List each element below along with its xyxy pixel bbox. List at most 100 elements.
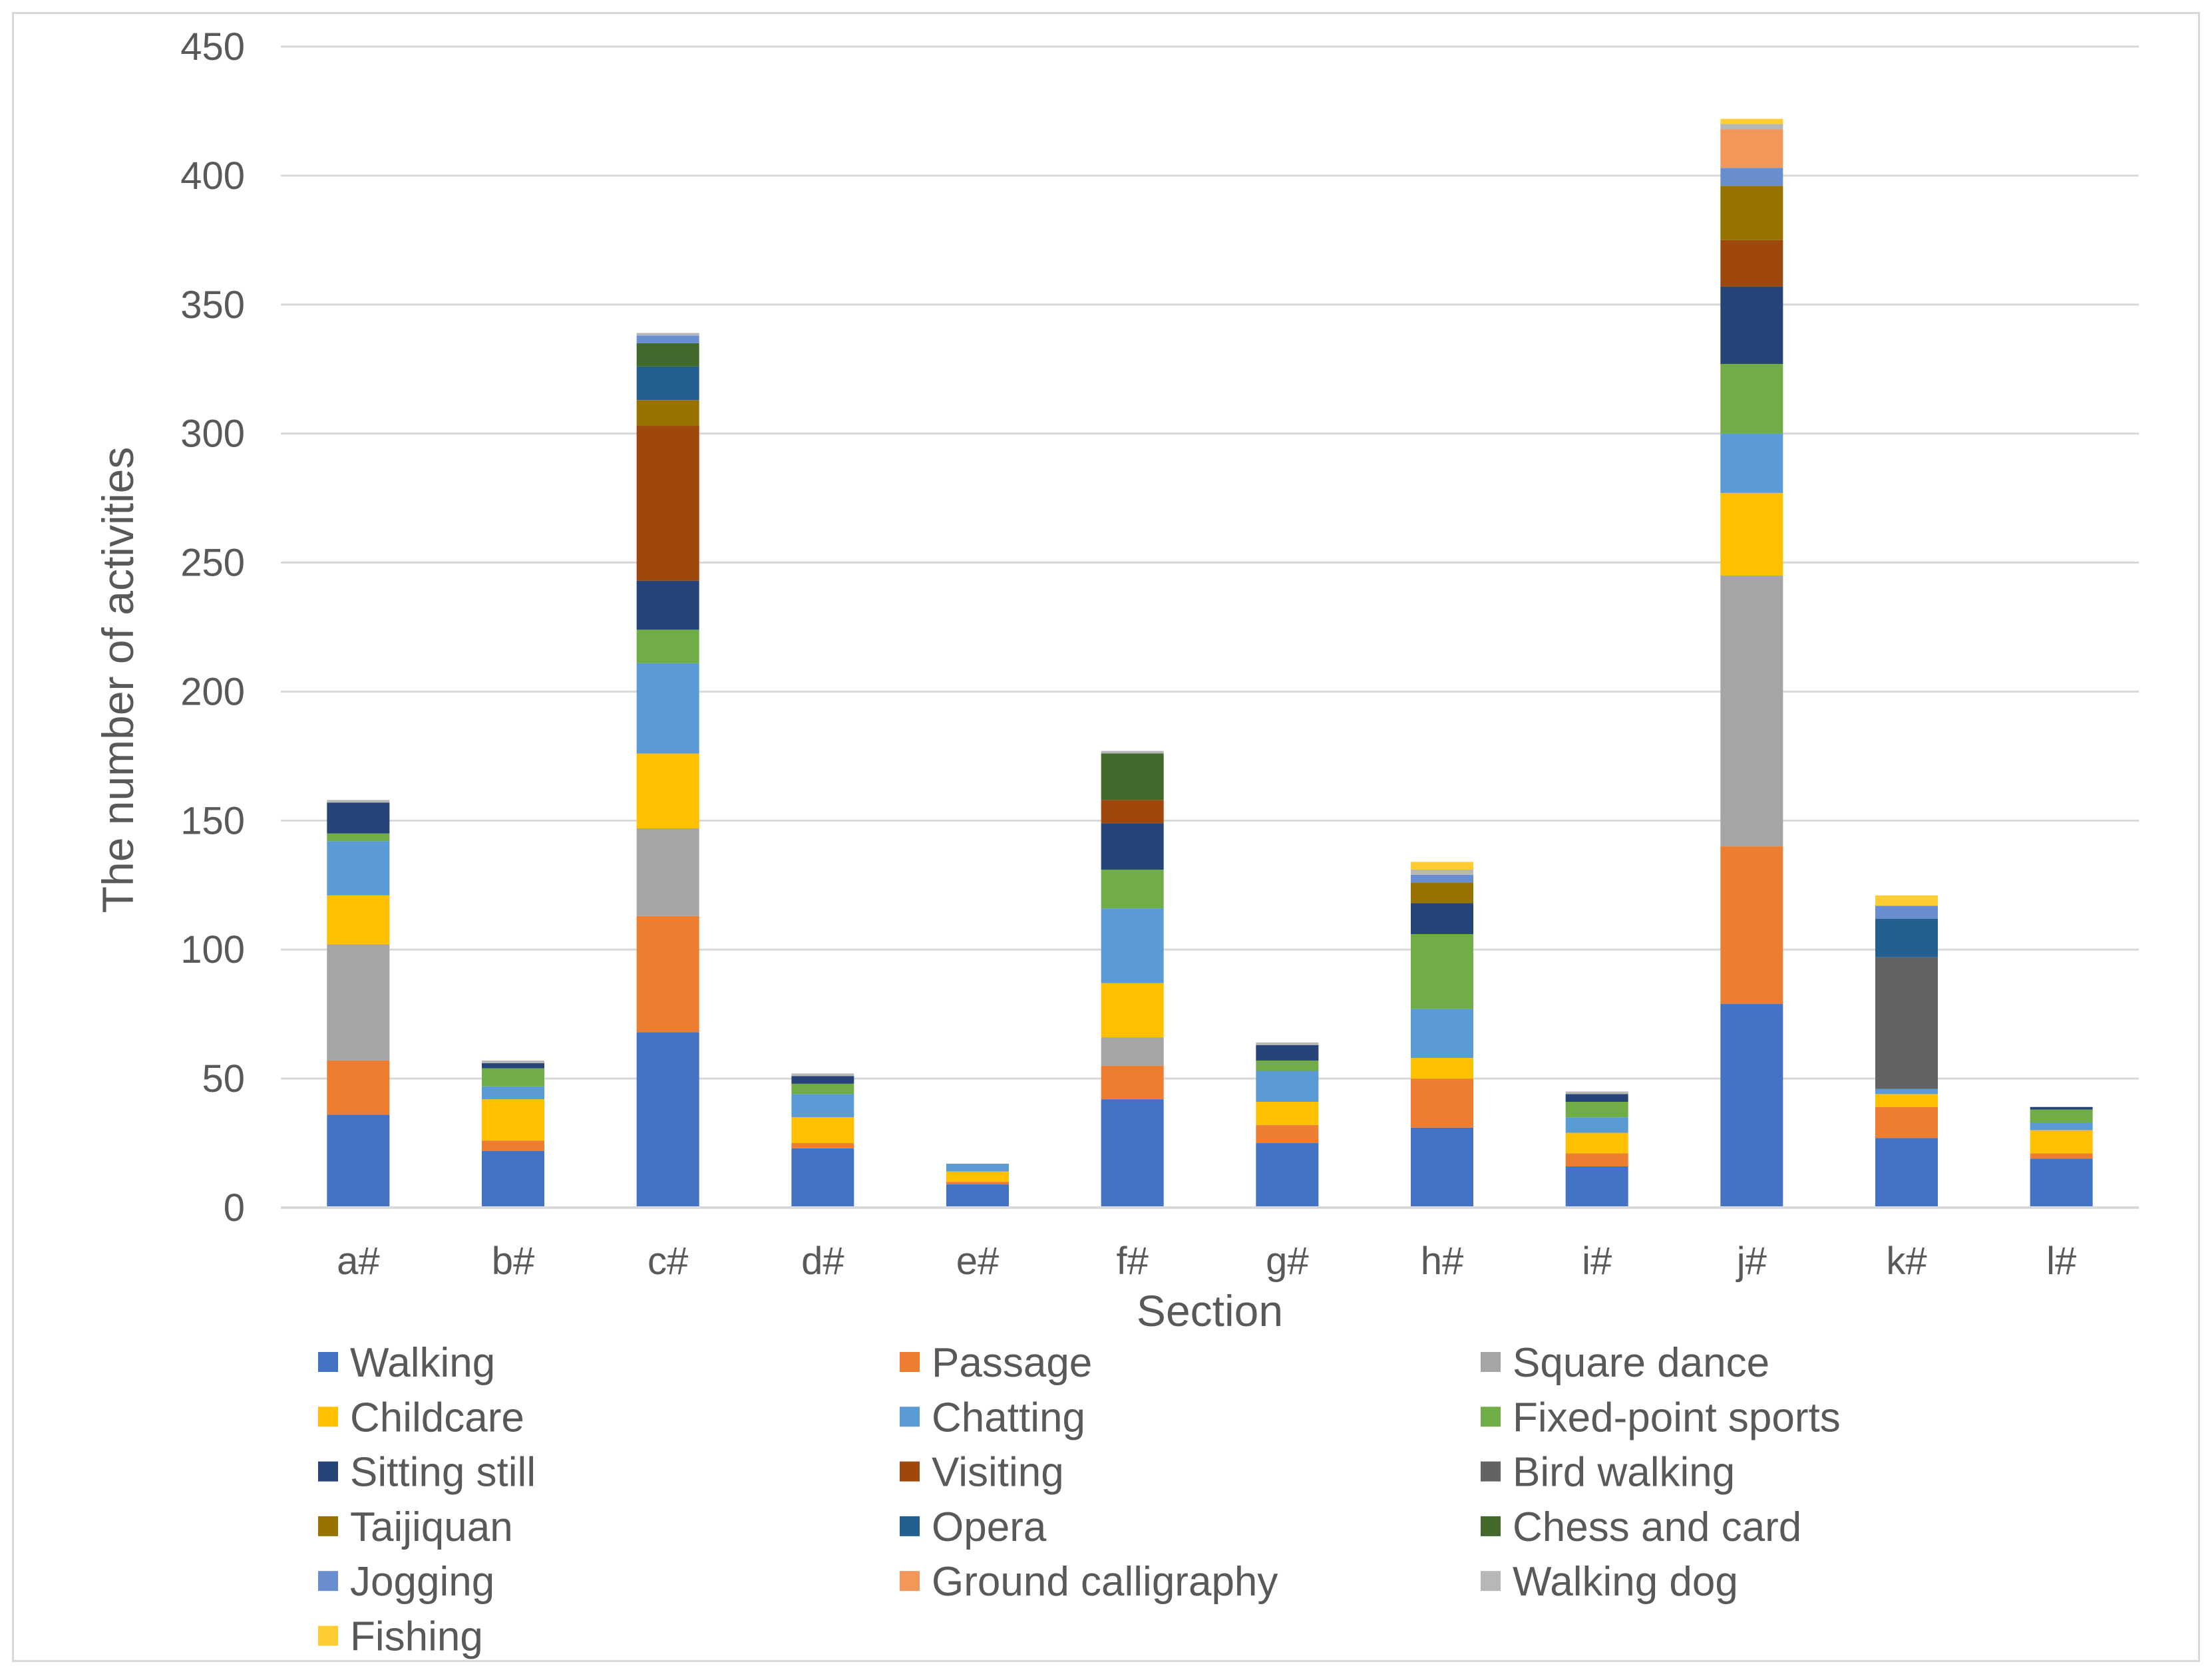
legend-item: Bird walking (1481, 1450, 1735, 1496)
bar-segment (946, 1164, 1009, 1172)
bar-segment (1101, 1037, 1164, 1066)
bar-segment (1256, 1071, 1319, 1102)
bar-segment (1565, 1132, 1628, 1154)
bar-segment (1411, 1009, 1473, 1059)
bar-segment (1411, 933, 1473, 1009)
legend-item: Passage (900, 1340, 1092, 1386)
bar-segment (1875, 957, 1938, 1089)
bar-segment (2030, 1130, 2093, 1154)
bar-segment (1875, 906, 1938, 919)
legend-swatch (318, 1516, 338, 1536)
bar-segment (1720, 492, 1783, 576)
bar-segment (2030, 1158, 2093, 1208)
bar-segment (791, 1094, 854, 1118)
bar-segment (327, 895, 390, 945)
x-tick-label: a# (337, 1240, 380, 1283)
bar-segment (636, 343, 699, 367)
bar-segment (1256, 1102, 1319, 1125)
x-tick-label: h# (1421, 1240, 1464, 1283)
legend-label: Visiting (932, 1450, 1064, 1496)
legend-swatch (1481, 1407, 1501, 1427)
bar-segment (1101, 908, 1164, 983)
bar-segment (1411, 870, 1473, 875)
legend: Walking Passage Square dance Childcare Chatt… (318, 1340, 1841, 1660)
bar-segment (1875, 1094, 1938, 1107)
bar-segment (482, 1086, 544, 1100)
x-axis-title: Section (1137, 1286, 1283, 1335)
bar-segment (636, 426, 699, 581)
y-tick-label: 450 (180, 25, 245, 69)
bar-segment (1720, 168, 1783, 186)
y-axis-title: The number of activities (93, 447, 142, 914)
bar-segment (1256, 1060, 1319, 1071)
bar-segment (791, 1143, 854, 1148)
bar-segment (1720, 1003, 1783, 1208)
legend-label: Passage (932, 1340, 1092, 1386)
y-tick-label: 200 (180, 670, 245, 713)
bar-segment (636, 333, 699, 336)
legend-label: Sitting still (350, 1450, 536, 1496)
bars (327, 118, 2093, 1208)
bar-segment (636, 828, 699, 916)
bar-segment (1256, 1124, 1319, 1144)
legend-swatch (318, 1352, 338, 1372)
bar-segment (482, 1150, 544, 1208)
bar-segment (482, 1063, 544, 1069)
legend-label: Square dance (1513, 1340, 1769, 1386)
bar-segment (1411, 1079, 1473, 1128)
bar-segment (1565, 1094, 1628, 1102)
bar-segment (327, 833, 390, 842)
legend-item: Ground calligraphy (900, 1559, 1278, 1605)
x-tick-label: l# (2046, 1240, 2076, 1283)
bar-segment (2030, 1109, 2093, 1123)
bar-segment (1101, 1065, 1164, 1100)
bar-segment (946, 1184, 1009, 1208)
bar-segment (1411, 1127, 1473, 1208)
legend-item: Sitting still (318, 1450, 536, 1496)
bar-segment (1101, 823, 1164, 870)
legend-item: Taijiquan (318, 1504, 513, 1550)
legend-item: Square dance (1481, 1340, 1769, 1386)
legend-swatch (318, 1461, 338, 1482)
bar-segment (1720, 118, 1783, 124)
bar-segment (636, 916, 699, 1033)
bar-segment (636, 580, 699, 630)
legend-label: Chess and card (1513, 1504, 1801, 1550)
bar-segment (1565, 1102, 1628, 1118)
bar-segment (327, 802, 390, 834)
legend-swatch (318, 1571, 338, 1591)
bar-segment (636, 335, 699, 343)
legend-label: Fixed-point sports (1513, 1395, 1841, 1440)
legend-item: Walking (318, 1340, 495, 1386)
legend-label: Jogging (350, 1559, 494, 1605)
bar-segment (1720, 129, 1783, 168)
x-tick-label: c# (647, 1240, 688, 1283)
bar-segment (636, 753, 699, 828)
x-tick-label: d# (801, 1240, 844, 1283)
bar-segment (2030, 1106, 2093, 1110)
bar-segment (1875, 1106, 1938, 1138)
bar-segment (1101, 870, 1164, 909)
legend-label: Walking dog (1513, 1559, 1738, 1605)
bar-segment (1875, 918, 1938, 957)
legend-label: Opera (932, 1504, 1047, 1550)
legend-swatch (1481, 1352, 1501, 1372)
legend-label: Bird walking (1513, 1450, 1735, 1496)
bar-segment (1875, 895, 1938, 906)
bar-segment (1720, 186, 1783, 240)
legend-swatch (900, 1571, 920, 1591)
bar-segment (1720, 433, 1783, 493)
bar-segment (482, 1068, 544, 1087)
legend-label: Chatting (932, 1395, 1085, 1440)
bar-segment (791, 1073, 854, 1077)
legend-item: Chess and card (1481, 1504, 1801, 1550)
bar-segment (791, 1076, 854, 1084)
bar-segment (2030, 1122, 2093, 1130)
bar-segment (636, 366, 699, 401)
bar-segment (636, 1032, 699, 1208)
bar-segment (1875, 1088, 1938, 1094)
bar-segment (1101, 753, 1164, 800)
legend-item: Walking dog (1481, 1559, 1738, 1605)
bar-segment (1720, 240, 1783, 287)
bar-segment (791, 1117, 854, 1144)
